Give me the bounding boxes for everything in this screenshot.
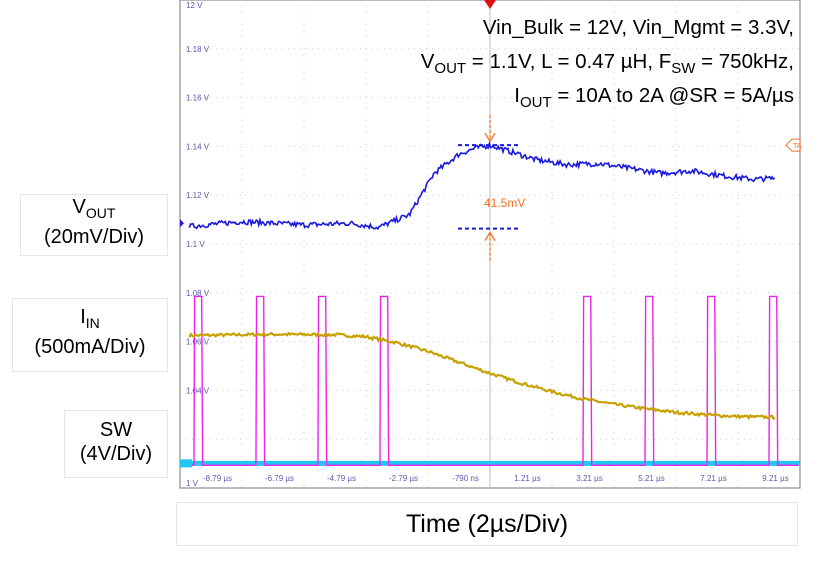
markers: 41.5mV TA — [180, 0, 802, 468]
delta-arrowhead-top — [484, 132, 496, 143]
y-tick-label: 1.06 V — [186, 338, 210, 347]
series-iin-line — [188, 331, 776, 420]
series-ref-line — [180, 460, 800, 466]
y-tick-labels: 12 V 1.18 V 1.16 V 1.14 V 1.12 V 1.1 V 1.08 V 1… — [186, 1, 210, 488]
x-tick-label: 1.21 µs — [514, 474, 540, 483]
vout-channel-marker — [180, 219, 184, 228]
x-tick-label: 5.21 µs — [638, 474, 664, 483]
sw-channel-label: SW (4V/Div) — [64, 410, 168, 478]
x-tick-label: -4.79 µs — [327, 474, 356, 483]
y-tick-label: 1 V — [186, 479, 199, 488]
ta-marker-label: TA — [793, 143, 802, 150]
ta-marker-box — [785, 138, 801, 152]
y-tick-label: 1.04 V — [186, 386, 210, 395]
trigger-marker — [484, 0, 496, 9]
ref-channel-marker — [180, 459, 192, 468]
annotation-line-2: VOUT = 1.1V, L = 0.47 µH, FSW = 750kHz, — [420, 50, 794, 78]
delta-arrowhead-bottom — [484, 231, 496, 241]
series-sw-line — [181, 295, 799, 467]
y-tick-label: 1.16 V — [186, 94, 210, 103]
x-tick-labels: -8.79 µs -6.79 µs -4.79 µs -2.79 µs -790 ns 1… — [203, 474, 789, 483]
y-tick-label: 12 V — [186, 1, 203, 10]
y-tick-label: 1.14 V — [186, 142, 210, 151]
x-tick-label: 7.21 µs — [700, 474, 726, 483]
annotation-line-3: IOUT = 10A to 2A @SR = 5A/µs — [514, 84, 794, 112]
x-tick-label: -6.79 µs — [265, 474, 294, 483]
vout-channel-label: VOUT (20mV/Div) — [20, 194, 168, 256]
y-tick-label: 1.1 V — [186, 240, 205, 249]
x-tick-label: -790 ns — [452, 474, 479, 483]
grid — [180, 0, 800, 488]
delta-label: 41.5mV — [484, 196, 525, 210]
x-tick-label: -8.79 µs — [203, 474, 232, 483]
x-tick-label: -2.79 µs — [389, 474, 418, 483]
y-tick-label: 1.18 V — [186, 45, 210, 54]
iin-channel-label: IIN (500mA/Div) — [12, 298, 168, 372]
y-tick-label: 1.08 V — [186, 289, 210, 298]
x-axis-label: Time (2µs/Div) — [176, 502, 798, 546]
y-tick-label: 1.12 V — [186, 191, 210, 200]
x-tick-label: 9.21 µs — [762, 474, 788, 483]
annotation-line-1: Vin_Bulk = 12V, Vin_Mgmt = 3.3V, — [482, 16, 794, 39]
x-tick-label: 3.21 µs — [576, 474, 602, 483]
